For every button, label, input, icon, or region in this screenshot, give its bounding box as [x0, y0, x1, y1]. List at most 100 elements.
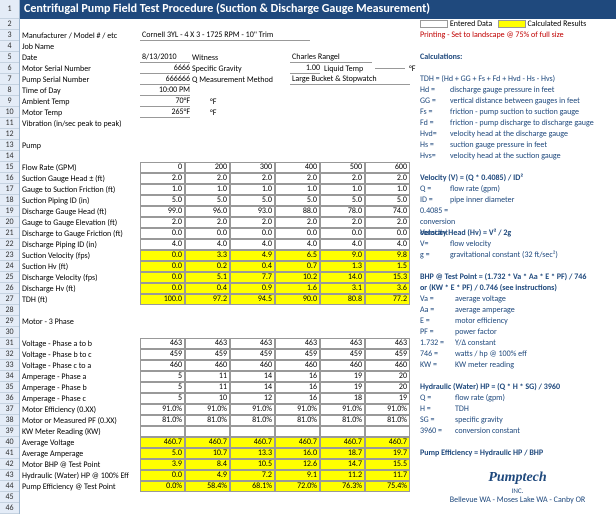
data-cell[interactable]: 460.7	[275, 437, 320, 448]
data-cell[interactable]: 11.7	[365, 470, 410, 481]
data-cell[interactable]: 5	[140, 382, 185, 393]
data-cell[interactable]: 4.0	[230, 239, 275, 250]
data-cell[interactable]: 1.0	[275, 184, 320, 195]
data-cell[interactable]: 460.7	[185, 437, 230, 448]
data-cell[interactable]: 1.6	[275, 283, 320, 294]
data-cell[interactable]: 600	[365, 162, 410, 173]
data-cell[interactable]: 12	[230, 393, 275, 404]
data-cell[interactable]: 75.4%	[365, 481, 410, 492]
data-cell[interactable]: 15.5	[365, 459, 410, 470]
mottemp-val[interactable]: 265°F	[140, 107, 190, 118]
data-cell[interactable]: 1.0	[140, 184, 185, 195]
data-cell[interactable]: 58.4%	[185, 481, 230, 492]
rownum[interactable]: 20	[0, 217, 19, 228]
data-cell[interactable]: 4.9	[185, 470, 230, 481]
rownum[interactable]: 22	[0, 239, 19, 250]
rownum[interactable]: 30	[0, 327, 19, 338]
data-cell[interactable]: 0.9	[230, 283, 275, 294]
data-cell[interactable]	[320, 426, 365, 437]
rownum[interactable]: 36	[0, 393, 19, 404]
rownum[interactable]: 14	[0, 151, 19, 162]
data-cell[interactable]: 460	[320, 360, 365, 371]
data-cell[interactable]: 15.3	[365, 272, 410, 283]
data-cell[interactable]: 11	[185, 371, 230, 382]
data-cell[interactable]: 19	[365, 393, 410, 404]
data-cell[interactable]: 78.0	[320, 206, 365, 217]
data-cell[interactable]: 81.0%	[275, 415, 320, 426]
data-cell[interactable]: 0.0	[140, 228, 185, 239]
data-cell[interactable]: 2.0	[320, 173, 365, 184]
data-cell[interactable]: 11	[185, 382, 230, 393]
data-cell[interactable]: 14	[230, 382, 275, 393]
data-cell[interactable]: 94.5	[230, 294, 275, 305]
data-cell[interactable]: 9.8	[365, 250, 410, 261]
rownum[interactable]: 12	[0, 129, 19, 140]
data-cell[interactable]: 19	[320, 382, 365, 393]
data-cell[interactable]: 2.0	[140, 217, 185, 228]
data-cell[interactable]: 1.0	[185, 184, 230, 195]
data-cell[interactable]: 2.0	[185, 217, 230, 228]
rownum[interactable]: 26	[0, 283, 19, 294]
data-cell[interactable]: 463	[365, 338, 410, 349]
data-cell[interactable]: 91.0%	[230, 404, 275, 415]
data-cell[interactable]: 91.0%	[185, 404, 230, 415]
rownum[interactable]: 1	[0, 0, 19, 19]
data-cell[interactable]: 0.0	[185, 228, 230, 239]
data-cell[interactable]: 16	[275, 371, 320, 382]
rownum[interactable]: 31	[0, 338, 19, 349]
serial-val[interactable]: 6666	[140, 63, 190, 74]
rownum[interactable]: 21	[0, 228, 19, 239]
data-cell[interactable]: 200	[185, 162, 230, 173]
data-cell[interactable]: 459	[365, 349, 410, 360]
data-cell[interactable]	[185, 426, 230, 437]
rownum[interactable]: 41	[0, 448, 19, 459]
data-cell[interactable]: 0.4	[230, 261, 275, 272]
data-cell[interactable]: 77.2	[365, 294, 410, 305]
data-cell[interactable]: 463	[140, 338, 185, 349]
data-cell[interactable]: 14	[230, 371, 275, 382]
rownum[interactable]: 38	[0, 415, 19, 426]
data-cell[interactable]: 91.0%	[275, 404, 320, 415]
data-cell[interactable]: 4.0	[365, 239, 410, 250]
data-cell[interactable]: 91.0%	[320, 404, 365, 415]
rownum[interactable]: 24	[0, 261, 19, 272]
data-cell[interactable]: 4.0	[320, 239, 365, 250]
rownum[interactable]: 32	[0, 349, 19, 360]
data-cell[interactable]: 68.1%	[230, 481, 275, 492]
data-cell[interactable]: 1.0	[230, 184, 275, 195]
data-cell[interactable]: 0.7	[275, 261, 320, 272]
rownum[interactable]: 46	[0, 503, 19, 514]
data-cell[interactable]: 81.0%	[230, 415, 275, 426]
data-cell[interactable]: 463	[320, 338, 365, 349]
pumpserial-val[interactable]: 666666	[140, 74, 190, 85]
rownum[interactable]: 34	[0, 371, 19, 382]
data-cell[interactable]: 96.0	[185, 206, 230, 217]
rownum[interactable]: 42	[0, 459, 19, 470]
data-cell[interactable]: 4.0	[140, 239, 185, 250]
data-cell[interactable]: 460	[275, 360, 320, 371]
data-cell[interactable]: 20	[365, 371, 410, 382]
data-cell[interactable]: 0.0%	[140, 481, 185, 492]
rownum[interactable]: 4	[0, 41, 19, 52]
data-cell[interactable]: 4.0	[185, 239, 230, 250]
rownum[interactable]: 3	[0, 30, 19, 41]
rownum[interactable]: 18	[0, 195, 19, 206]
data-cell[interactable]: 100.0	[140, 294, 185, 305]
rownum[interactable]: 43	[0, 470, 19, 481]
data-cell[interactable]: 0.2	[185, 261, 230, 272]
data-cell[interactable]: 0.4	[185, 283, 230, 294]
data-cell[interactable]: 5.0	[185, 195, 230, 206]
rownum[interactable]: 37	[0, 404, 19, 415]
data-cell[interactable]: 9.0	[320, 250, 365, 261]
rownum[interactable]: 8	[0, 85, 19, 96]
data-cell[interactable]: 500	[320, 162, 365, 173]
data-cell[interactable]: 2.0	[230, 217, 275, 228]
data-cell[interactable]: 3.9	[140, 459, 185, 470]
data-cell[interactable]: 5.0	[230, 195, 275, 206]
data-cell[interactable]: 13.3	[230, 448, 275, 459]
data-cell[interactable]: 7.2	[230, 470, 275, 481]
data-cell[interactable]: 0.0	[140, 470, 185, 481]
data-cell[interactable]: 0.0	[140, 261, 185, 272]
data-cell[interactable]: 99.0	[140, 206, 185, 217]
data-cell[interactable]: 0.0	[275, 228, 320, 239]
